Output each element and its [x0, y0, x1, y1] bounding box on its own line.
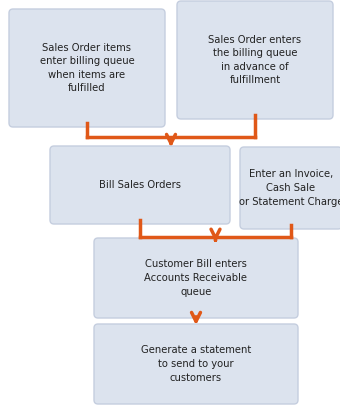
Text: Enter an Invoice,
Cash Sale
or Statement Charge: Enter an Invoice, Cash Sale or Statement… — [239, 169, 340, 207]
FancyBboxPatch shape — [240, 147, 340, 229]
Text: Customer Bill enters
Accounts Receivable
queue: Customer Bill enters Accounts Receivable… — [144, 259, 248, 296]
FancyBboxPatch shape — [94, 324, 298, 404]
Text: Sales Order enters
the billing queue
in advance of
fulfillment: Sales Order enters the billing queue in … — [208, 34, 302, 85]
FancyBboxPatch shape — [177, 1, 333, 119]
Text: Generate a statement
to send to your
customers: Generate a statement to send to your cus… — [141, 345, 251, 383]
FancyBboxPatch shape — [9, 9, 165, 127]
FancyBboxPatch shape — [50, 146, 230, 224]
Text: Bill Sales Orders: Bill Sales Orders — [99, 180, 181, 190]
FancyBboxPatch shape — [94, 238, 298, 318]
Text: Sales Order items
enter billing queue
when items are
fulfilled: Sales Order items enter billing queue wh… — [40, 43, 134, 94]
